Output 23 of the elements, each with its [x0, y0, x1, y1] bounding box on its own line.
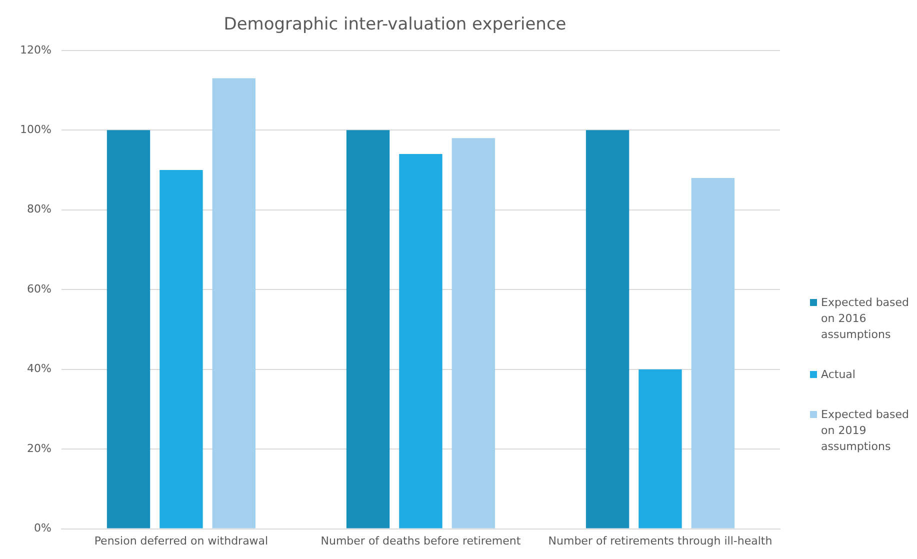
y-tick-label: 80% — [26, 202, 52, 216]
bar — [586, 130, 630, 528]
y-tick-label: 20% — [26, 442, 52, 455]
y-tick-label: 100% — [20, 122, 52, 136]
bar — [452, 138, 496, 528]
x-tick-label: Number of deaths before retirement — [320, 534, 522, 548]
bar — [212, 78, 256, 528]
y-tick-label: 40% — [26, 362, 52, 376]
y-tick-label: 0% — [34, 522, 52, 535]
legend-label: Actual — [821, 367, 856, 383]
y-tick-label: 120% — [20, 43, 52, 56]
legend-label: Expected based on 2019 assumptions — [821, 407, 910, 455]
y-tick-label: 60% — [26, 282, 52, 296]
bar — [346, 130, 390, 528]
chart-title: Demographic inter-valuation experience — [224, 14, 566, 35]
bar — [638, 369, 682, 528]
bar — [399, 154, 442, 528]
x-tick-label: Pension deferred on withdrawal — [94, 534, 268, 548]
legend-label: Expected based on 2016 assumptions — [821, 295, 910, 343]
bar — [160, 170, 203, 528]
bar — [691, 178, 735, 528]
x-tick-label: Number of retirements through ill-health — [548, 534, 772, 548]
bar — [106, 130, 150, 528]
